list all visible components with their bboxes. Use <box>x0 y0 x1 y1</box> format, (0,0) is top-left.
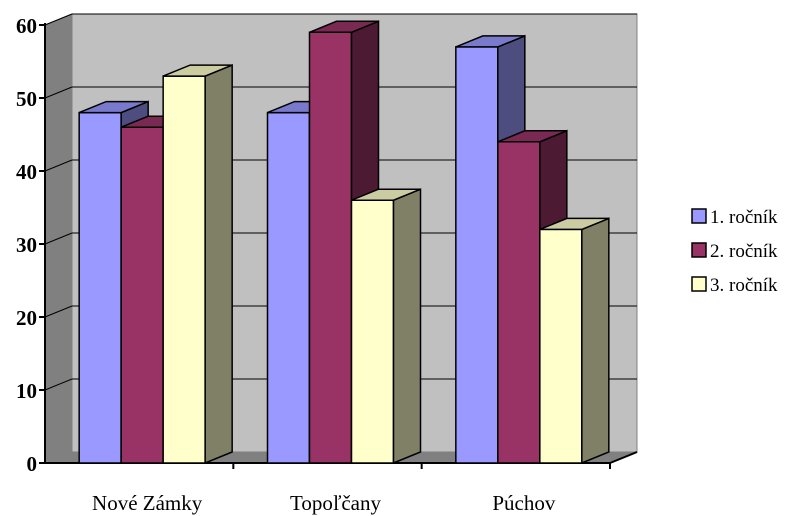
gridline-side <box>44 378 73 391</box>
bar-top <box>497 130 568 143</box>
gridline-side <box>44 232 73 245</box>
bar-top <box>162 64 233 77</box>
bar-top <box>309 20 379 34</box>
bar-side <box>581 217 610 465</box>
y-tick-label: 0 <box>27 452 38 476</box>
bar <box>497 141 541 464</box>
legend-swatch <box>691 276 707 292</box>
bar-top <box>78 100 149 114</box>
gridline-side <box>44 305 73 318</box>
y-tick-label: 40 <box>16 160 37 184</box>
bar-top <box>351 188 421 201</box>
bar <box>266 111 311 464</box>
bar <box>78 111 122 464</box>
bar <box>308 31 353 464</box>
gridline-side <box>44 159 73 172</box>
legend-swatch <box>691 208 707 224</box>
gridline-side <box>44 86 73 99</box>
bar <box>162 75 206 464</box>
bar-side <box>204 63 233 465</box>
y-tick-label: 10 <box>16 379 37 403</box>
gridline-side <box>44 13 73 26</box>
bar <box>350 199 395 464</box>
bar <box>539 228 583 464</box>
x-tick-label: Topoľčany <box>290 491 382 515</box>
y-tick-label: 50 <box>16 87 37 111</box>
y-tick-label: 60 <box>16 14 37 38</box>
bar-top <box>455 35 526 48</box>
bar <box>120 126 164 464</box>
legend-label: 3. ročník <box>710 275 778 296</box>
bar-top <box>539 217 610 231</box>
legend-swatch <box>691 242 707 258</box>
y-tick-label: 20 <box>16 306 37 330</box>
x-axis-depth <box>609 451 638 464</box>
bar-side <box>392 188 422 465</box>
legend-label: 2. ročník <box>710 241 778 262</box>
legend-label: 1. ročník <box>710 207 778 228</box>
x-tick-label: Púchov <box>492 491 556 515</box>
bar <box>455 46 499 464</box>
x-tick-label: Nové Zámky <box>92 491 203 515</box>
y-tick-label: 30 <box>16 233 37 257</box>
